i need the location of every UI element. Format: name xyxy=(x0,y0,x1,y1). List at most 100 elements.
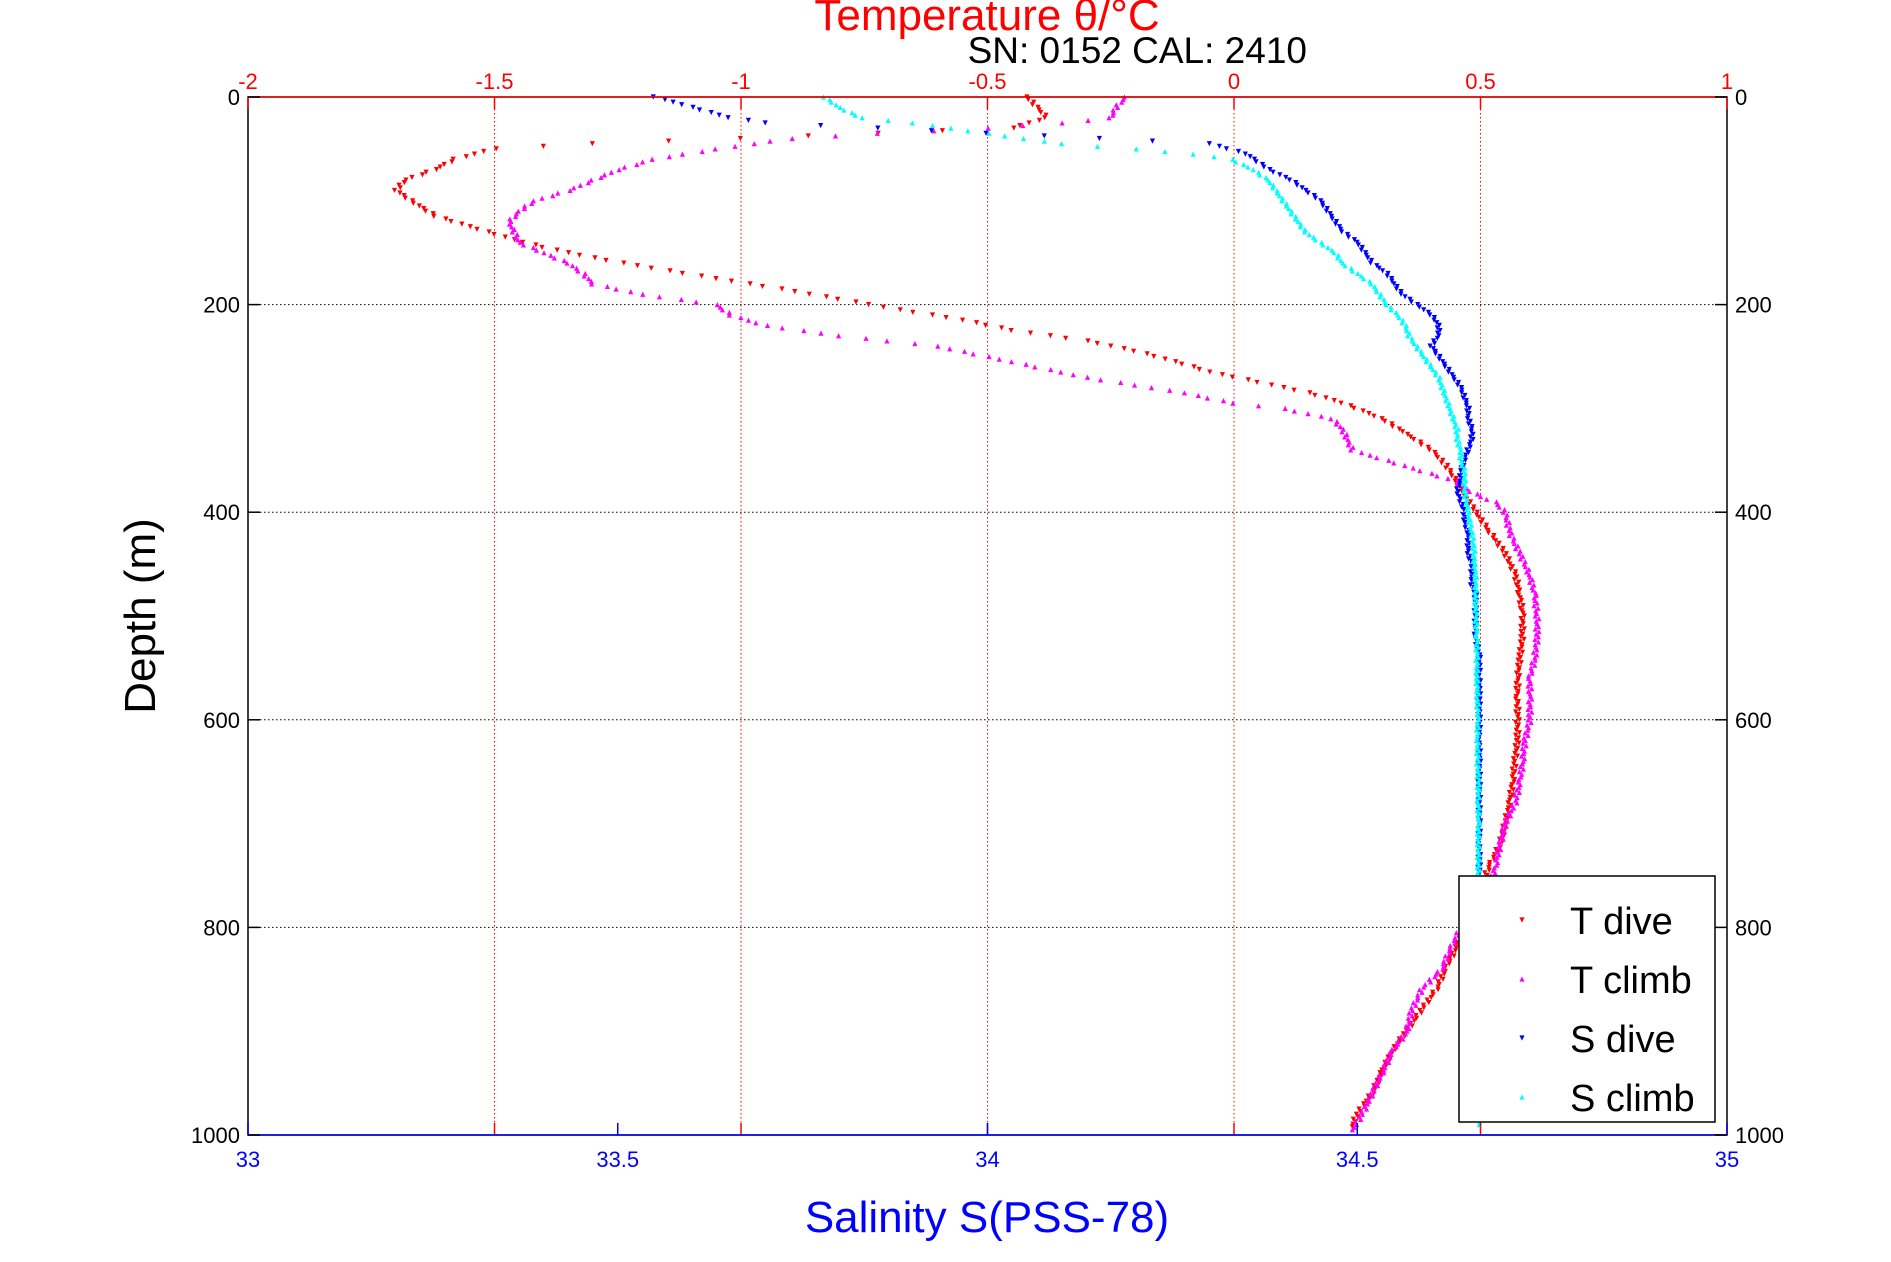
data-point xyxy=(1472,556,1478,562)
data-point xyxy=(1323,208,1329,214)
data-point xyxy=(1503,522,1509,528)
data-point xyxy=(1477,821,1483,827)
data-point xyxy=(1247,154,1253,160)
data-point xyxy=(1367,260,1374,266)
data-point xyxy=(1534,647,1540,653)
data-point xyxy=(1449,473,1455,479)
data-point xyxy=(1294,182,1300,188)
data-point xyxy=(1345,234,1352,240)
data-point xyxy=(1002,133,1008,139)
x-axis-label: Salinity S(PSS-78) xyxy=(805,1193,1169,1242)
data-point xyxy=(1386,457,1392,463)
data-point xyxy=(1179,361,1185,367)
data-point xyxy=(1042,115,1048,121)
data-point xyxy=(1531,603,1537,609)
data-point xyxy=(1477,857,1483,863)
data-point xyxy=(970,351,976,357)
data-point xyxy=(481,148,487,155)
data-point xyxy=(588,177,594,183)
data-point xyxy=(1391,460,1397,466)
data-point xyxy=(666,138,672,144)
data-point xyxy=(1389,423,1395,430)
data-point xyxy=(1110,107,1116,113)
data-point xyxy=(1473,647,1479,653)
data-point xyxy=(521,205,528,212)
data-point xyxy=(1501,821,1507,827)
data-point xyxy=(1496,504,1502,510)
data-point xyxy=(1476,514,1482,520)
data-point xyxy=(801,327,807,334)
temperature-tick-label: -0.5 xyxy=(969,69,1007,94)
data-point xyxy=(1473,665,1479,671)
data-point xyxy=(1516,730,1522,736)
data-point xyxy=(1473,613,1479,619)
data-point xyxy=(1337,423,1343,430)
data-point xyxy=(540,143,546,149)
data-point xyxy=(1409,335,1415,341)
data-point xyxy=(1011,125,1017,131)
data-point xyxy=(1428,994,1434,1001)
data-point xyxy=(441,161,447,168)
data-point xyxy=(1342,434,1348,440)
data-point xyxy=(1513,709,1519,715)
data-point xyxy=(1476,691,1482,697)
data-point xyxy=(1527,714,1533,720)
data-point xyxy=(1532,654,1538,661)
data-point xyxy=(1435,987,1441,993)
data-point xyxy=(986,353,992,360)
data-point xyxy=(1017,122,1023,129)
data-point xyxy=(1414,346,1420,352)
data-point xyxy=(1462,525,1468,531)
data-point xyxy=(1320,242,1326,248)
data-point xyxy=(1519,644,1525,650)
data-point xyxy=(1219,372,1226,378)
data-point xyxy=(717,304,723,310)
data-point xyxy=(1512,750,1518,757)
data-point xyxy=(1457,449,1463,456)
data-point xyxy=(714,302,720,308)
data-point xyxy=(1501,828,1508,834)
data-point xyxy=(1452,940,1458,946)
data-point xyxy=(1230,400,1236,406)
data-point xyxy=(1459,462,1465,469)
data-point xyxy=(561,257,567,264)
data-point xyxy=(662,96,668,103)
data-point xyxy=(1473,603,1479,609)
data-point xyxy=(1473,641,1479,648)
data-point xyxy=(1459,452,1465,458)
data-point xyxy=(1235,148,1242,155)
data-point xyxy=(1286,205,1292,212)
data-point xyxy=(1360,408,1366,414)
data-point xyxy=(1516,551,1522,557)
data-point xyxy=(1047,333,1053,339)
data-point xyxy=(1131,382,1138,388)
data-point xyxy=(1196,366,1202,373)
data-point xyxy=(1522,564,1529,570)
depth-tick-label-right: 200 xyxy=(1735,293,1772,318)
data-point xyxy=(521,203,528,209)
data-point xyxy=(1532,662,1538,668)
legend-marker xyxy=(1519,976,1525,982)
data-point xyxy=(732,143,738,149)
data-point xyxy=(1466,504,1472,510)
data-point xyxy=(1411,436,1417,443)
data-point xyxy=(1119,99,1125,105)
data-point xyxy=(1467,434,1473,440)
data-point xyxy=(1399,429,1406,435)
data-point xyxy=(1470,558,1476,565)
data-point xyxy=(529,200,535,206)
data-point xyxy=(1513,704,1519,710)
data-point xyxy=(1465,421,1472,427)
data-point xyxy=(852,112,858,118)
data-point xyxy=(491,231,497,238)
data-point xyxy=(1457,444,1464,450)
data-point xyxy=(1358,247,1364,253)
data-point xyxy=(1513,727,1519,733)
data-point xyxy=(648,265,654,271)
data-point xyxy=(1250,167,1256,173)
data-point xyxy=(1506,527,1512,533)
data-point xyxy=(1387,1054,1393,1060)
data-point xyxy=(1084,374,1091,380)
data-point xyxy=(1377,294,1383,300)
data-point xyxy=(1475,667,1482,674)
